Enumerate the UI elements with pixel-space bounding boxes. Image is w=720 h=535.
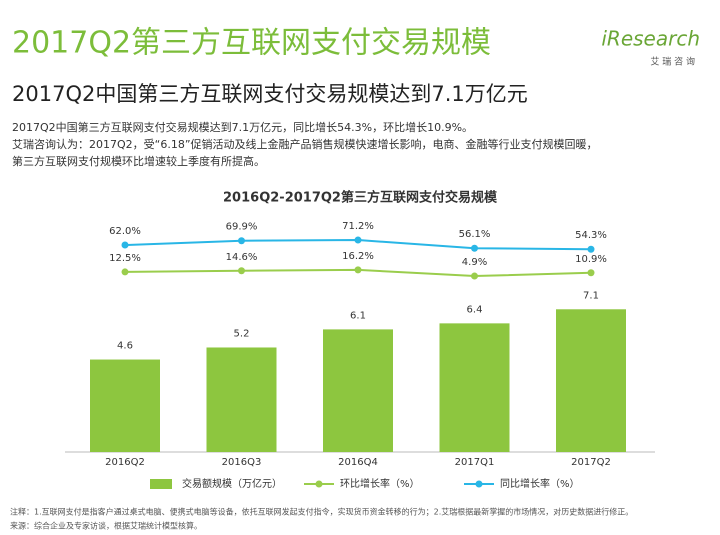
chart-title: 2016Q2-2017Q2第三方互联网支付交易规模	[223, 190, 498, 206]
bar	[323, 329, 393, 452]
legend-swatch	[150, 479, 172, 489]
line-point	[587, 245, 595, 253]
data-label: 4.9%	[462, 257, 487, 268]
data-label: 6.1	[350, 310, 366, 321]
data-label: 6.4	[467, 304, 483, 315]
line-point	[471, 272, 478, 280]
line-point	[121, 268, 129, 276]
bar	[206, 347, 277, 452]
note: 注释：1.互联网支付是指客户通过桌式电脑、便携式电脑等设备，依托互联网发起支付指…	[10, 507, 633, 517]
data-label: 12.5%	[109, 253, 141, 264]
line-point	[471, 244, 478, 252]
legend-label: 交易额规模（万亿元）	[182, 477, 282, 490]
note: 来源：综合企业及专家访谈，根据艾瑞统计模型核算。	[10, 521, 202, 531]
data-label: 14.6%	[226, 252, 258, 263]
bar	[90, 359, 160, 452]
x-tick-label: 2017Q2	[571, 457, 611, 468]
legend-swatch	[475, 480, 483, 488]
logo: iResearch	[601, 27, 700, 51]
legend-label: 环比增长率（%）	[340, 477, 420, 490]
data-label: 7.1	[583, 290, 599, 301]
data-label: 62.0%	[109, 226, 141, 237]
line-point	[354, 236, 362, 244]
line-point	[354, 266, 362, 274]
data-label: 5.2	[234, 328, 250, 339]
subtitle: 2017Q2中国第三方互联网支付交易规模达到7.1万亿元	[12, 82, 528, 106]
data-label: 16.2%	[342, 251, 374, 262]
data-label: 54.3%	[575, 230, 607, 241]
line-point	[238, 237, 245, 245]
bar	[556, 309, 626, 452]
legend-label: 同比增长率（%）	[500, 477, 580, 490]
line-point	[121, 241, 129, 249]
summary-line: 第三方互联网支付规模环比增速较上季度有所提高。	[12, 154, 265, 168]
logo-sub: 艾 瑞 咨 询	[650, 56, 695, 68]
page-title: 2017Q2第三方互联网支付交易规模	[12, 26, 491, 61]
legend-swatch	[315, 480, 323, 488]
x-tick-label: 2017Q1	[455, 457, 495, 468]
x-tick-label: 2016Q3	[222, 457, 262, 468]
summary-line: 艾瑞咨询认为：2017Q2，受“6.18”促销活动及线上金融产品销售规模快速增长…	[12, 137, 598, 151]
x-tick-label: 2016Q2	[105, 457, 145, 468]
line-point	[587, 269, 595, 277]
data-label: 4.6	[117, 341, 133, 352]
data-label: 71.2%	[342, 221, 374, 232]
data-label: 56.1%	[459, 229, 491, 240]
summary-line: 2017Q2中国第三方互联网支付交易规模达到7.1万亿元，同比增长54.3%，环…	[12, 120, 473, 134]
data-label: 69.9%	[226, 222, 258, 233]
data-label: 10.9%	[575, 254, 607, 265]
bar	[439, 323, 510, 452]
x-tick-label: 2016Q4	[338, 457, 378, 468]
line-point	[238, 267, 245, 275]
